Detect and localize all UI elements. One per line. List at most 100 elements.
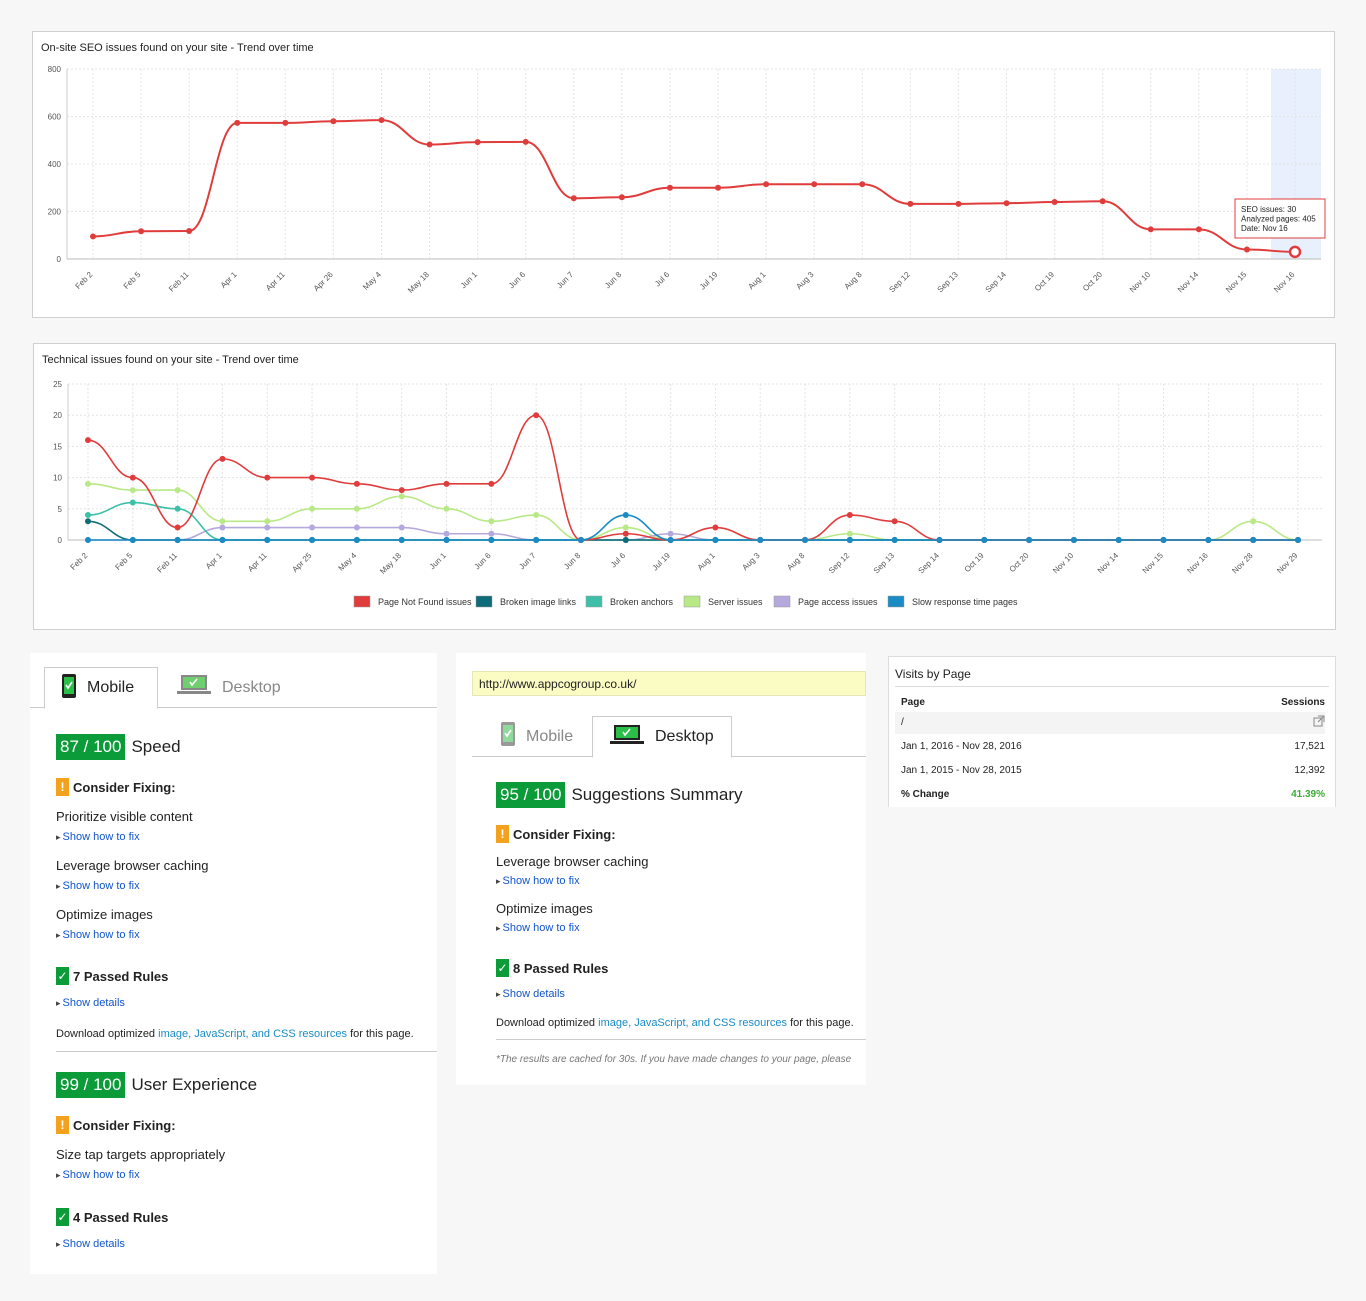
legend-item[interactable]: Page access issues xyxy=(773,595,878,608)
download-resources-link[interactable]: image, JavaScript, and CSS resources xyxy=(598,1017,788,1029)
consider-fixing-label: Consider Fixing: xyxy=(73,1117,176,1133)
tooltip-box xyxy=(1234,198,1326,239)
download-optimized-line: Download optimized image, JavaScript, an… xyxy=(496,1017,854,1029)
legend-label: Page access issues xyxy=(798,597,878,607)
data-point xyxy=(955,200,962,207)
x-tick-label: Aug 8 xyxy=(785,551,807,573)
legend-item[interactable]: Page Not Found issues xyxy=(353,595,472,608)
seo-chart-title: On-site SEO issues found on your site - … xyxy=(41,42,314,54)
x-tick-label: Jun 8 xyxy=(562,551,583,572)
data-point xyxy=(522,138,529,145)
legend-item[interactable]: Broken anchors xyxy=(585,595,674,608)
tab-desktop[interactable]: Desktop xyxy=(592,716,732,758)
data-point xyxy=(859,181,866,188)
y-tick-label: 5 xyxy=(58,505,63,514)
desktop-monitor-icon xyxy=(609,724,645,751)
url-input[interactable]: http://www.appcogroup.co.uk/ xyxy=(472,671,866,696)
data-point xyxy=(282,119,289,126)
data-point xyxy=(488,537,495,543)
tab-desktop[interactable]: Desktop xyxy=(160,667,302,708)
data-point xyxy=(1051,199,1058,205)
show-how-to-fix-link[interactable]: Show how to fix xyxy=(56,831,140,843)
speed-consider-fixing: ! Consider Fixing: xyxy=(56,778,176,796)
x-tick-label: Sep 14 xyxy=(984,270,1009,295)
legend-item[interactable]: Slow response time pages xyxy=(887,595,1018,608)
data-point xyxy=(891,518,898,525)
data-point xyxy=(398,537,405,543)
seo-trend-chart[interactable]: 0 200 400 600 800 Feb 2 Feb 5 Feb 11 Apr 1 Apr 11… xyxy=(33,32,1336,319)
y-tick-label: 200 xyxy=(48,208,62,217)
x-tick-label: May 18 xyxy=(406,270,431,295)
show-how-to-fix-link[interactable]: Show how to fix xyxy=(56,880,140,892)
show-how-to-fix-link[interactable]: Show how to fix xyxy=(496,875,580,887)
warning-icon: ! xyxy=(56,778,69,796)
ux-consider-fixing: ! Consider Fixing: xyxy=(56,1116,176,1134)
col-page-header[interactable]: Page xyxy=(901,697,925,708)
visits-header-row: Page Sessions xyxy=(895,692,1325,714)
x-tick-label: Nov 16 xyxy=(1185,551,1210,576)
show-how-to-fix-link[interactable]: Show how to fix xyxy=(496,922,580,934)
rule-name: Optimize images xyxy=(56,907,153,922)
change-label: % Change xyxy=(901,789,950,800)
speed-passed-rules: ✓ 7 Passed Rules xyxy=(56,967,168,985)
show-details-link[interactable]: Show details xyxy=(496,988,565,1000)
visits-title: Visits by Page xyxy=(895,667,971,681)
data-point xyxy=(846,512,853,519)
device-tabs: Mobile Desktop xyxy=(30,667,437,709)
data-point xyxy=(85,537,91,543)
show-details-link[interactable]: Show details xyxy=(56,1238,125,1250)
data-point xyxy=(570,195,577,202)
table-row: Jan 1, 2015 - Nov 28, 2015 12,392 xyxy=(895,760,1325,782)
data-point xyxy=(1295,537,1301,543)
data-point xyxy=(174,505,181,512)
device-tabs: Mobile Desktop xyxy=(472,716,866,758)
tab-mobile[interactable]: Mobile xyxy=(44,667,158,709)
tech-trend-chart[interactable]: 0 5 10 15 20 25 Feb 2 Feb 5 Feb 11 Apr 1 Apr 11 Apr… xyxy=(34,344,1337,631)
data-point xyxy=(757,537,764,543)
download-resources-link[interactable]: image, JavaScript, and CSS resources xyxy=(158,1028,348,1040)
data-point xyxy=(219,524,226,531)
show-how-to-fix-link[interactable]: Show how to fix xyxy=(56,1169,140,1181)
data-point xyxy=(353,537,360,543)
summary-score-label: Suggestions Summary xyxy=(571,785,743,804)
x-tick-label: Apr 1 xyxy=(204,551,224,571)
data-point xyxy=(1003,200,1010,207)
tab-mobile-label: Mobile xyxy=(526,727,574,745)
tech-trend-chart-panel: Technical issues found on your site - Tr… xyxy=(33,343,1336,630)
data-point xyxy=(129,537,136,543)
page-path[interactable]: / xyxy=(901,717,904,728)
legend-item[interactable]: Server issues xyxy=(683,595,763,608)
legend-label: Broken anchors xyxy=(610,597,674,607)
x-tick-label: Sep 14 xyxy=(917,551,942,576)
data-point xyxy=(1099,198,1106,205)
x-tick-label: Feb 11 xyxy=(167,270,191,294)
x-tick-label: Nov 15 xyxy=(1224,270,1249,295)
data-point xyxy=(309,537,316,543)
download-suffix: for this page. xyxy=(787,1017,854,1029)
data-point xyxy=(353,480,360,487)
data-point xyxy=(533,412,540,419)
rule-name: Optimize images xyxy=(496,901,593,916)
sessions-value: 12,392 xyxy=(1294,765,1325,776)
data-point xyxy=(234,119,241,126)
data-point xyxy=(1243,246,1250,253)
x-tick-label: Jul 6 xyxy=(653,270,672,289)
col-sessions-header[interactable]: Sessions xyxy=(1281,697,1325,708)
open-external-icon[interactable] xyxy=(1313,715,1325,730)
x-tick-label: May 4 xyxy=(337,551,359,573)
data-point xyxy=(981,537,988,543)
x-tick-label: Jul 19 xyxy=(651,551,673,573)
page-row[interactable]: / xyxy=(895,712,1325,734)
x-tick-label: Sep 12 xyxy=(827,551,852,576)
show-details-link[interactable]: Show details xyxy=(56,997,125,1009)
passed-rules-label: 8 Passed Rules xyxy=(513,960,609,976)
x-tick-label: Oct 20 xyxy=(1007,551,1030,574)
legend-item[interactable]: Broken image links xyxy=(475,595,577,608)
tab-mobile[interactable]: Mobile xyxy=(484,716,594,757)
ux-score-line: 99 / 100 User Experience xyxy=(56,1072,257,1098)
x-tick-label: Sep 12 xyxy=(887,270,912,295)
data-point xyxy=(138,228,145,235)
desktop-consider-fixing: ! Consider Fixing: xyxy=(496,825,616,843)
show-how-to-fix-link[interactable]: Show how to fix xyxy=(56,929,140,941)
